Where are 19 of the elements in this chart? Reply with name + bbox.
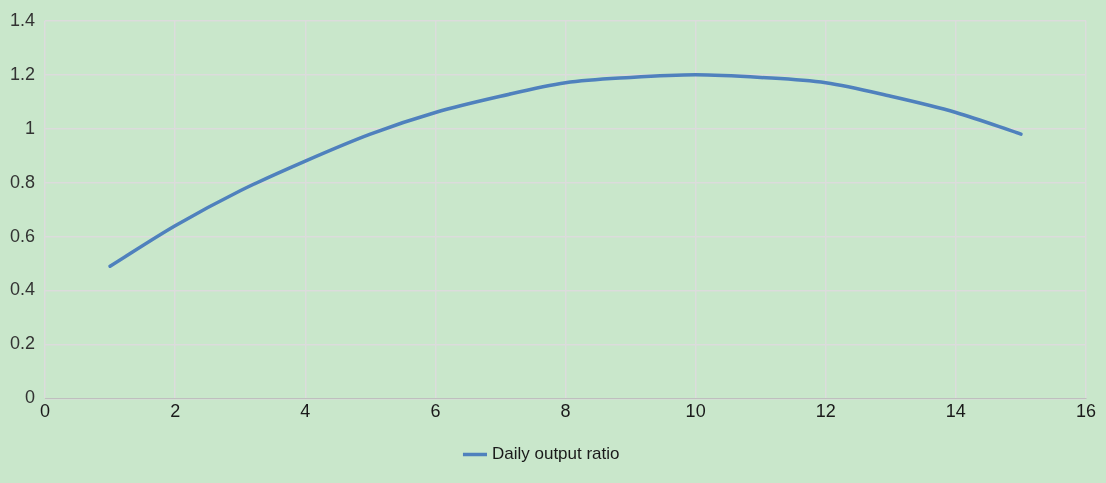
x-tick-label: 16 <box>1075 401 1097 422</box>
line-series <box>108 72 1023 268</box>
y-tick-label: 0.6 <box>9 225 36 246</box>
x-tick-label: 4 <box>300 401 311 422</box>
y-tick-label: 0.2 <box>9 333 36 354</box>
x-tick-label: 2 <box>170 401 181 422</box>
x-tick-label: 0 <box>40 401 51 422</box>
y-tick-label: 0.4 <box>9 279 36 300</box>
y-tick-label: 1.2 <box>9 63 36 84</box>
x-tick-label: 8 <box>560 401 571 422</box>
y-tick-label: 1.4 <box>9 9 36 30</box>
y-tick-label: 1 <box>25 117 36 138</box>
x-tick-label: 14 <box>945 401 966 422</box>
x-tick-label: 10 <box>685 401 706 422</box>
legend-label: Daily output ratio <box>491 444 620 464</box>
y-tick-label: 0 <box>25 387 36 408</box>
x-tick-label: 6 <box>430 401 441 422</box>
x-tick-label: 12 <box>815 401 836 422</box>
y-tick-label: 0.8 <box>9 171 36 192</box>
